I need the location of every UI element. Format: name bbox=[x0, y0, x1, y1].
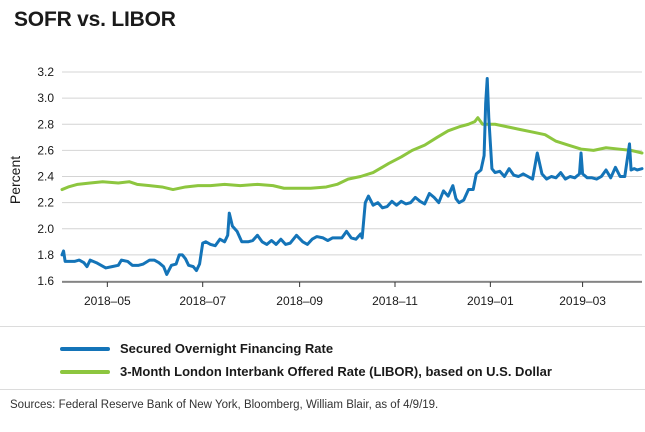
y-tick-label: 2.0 bbox=[37, 222, 54, 236]
libor-swatch bbox=[60, 369, 110, 374]
y-tick-label: 3.2 bbox=[37, 65, 54, 79]
x-tick-label: 2018–09 bbox=[276, 294, 323, 308]
y-tick-label: 1.6 bbox=[37, 274, 54, 288]
source-divider bbox=[0, 389, 645, 390]
libor-line bbox=[60, 116, 644, 192]
x-axis: 2018–05 2018–07 2018–09 2018–11 2019–01 2019–… bbox=[62, 281, 642, 308]
legend-item-libor: 3-Month London Interbank Offered Rate (L… bbox=[60, 360, 552, 383]
source-note: Sources: Federal Reserve Bank of New Yor… bbox=[10, 399, 439, 411]
x-tick-label: 2018–11 bbox=[372, 294, 418, 308]
x-tick-label: 2019–03 bbox=[559, 294, 606, 308]
y-axis-title: Percent bbox=[7, 156, 23, 204]
x-tick-label: 2018–05 bbox=[84, 294, 131, 308]
y-tick-label: 1.8 bbox=[37, 248, 54, 262]
y-tick-label: 2.6 bbox=[37, 143, 54, 157]
sofr-swatch bbox=[60, 346, 110, 351]
x-tick-label: 2019–01 bbox=[467, 294, 514, 308]
series-lines bbox=[60, 77, 644, 276]
legend-divider bbox=[0, 326, 645, 327]
y-tick-label: 3.0 bbox=[37, 91, 54, 105]
y-tick-label: 2.8 bbox=[37, 117, 54, 131]
y-axis: 1.6 1.8 2.0 2.2 2.4 2.6 2.8 3.0 3.2 bbox=[37, 65, 54, 288]
gridlines bbox=[62, 71, 642, 282]
legend-label-libor: 3-Month London Interbank Offered Rate (L… bbox=[120, 364, 552, 379]
y-tick-label: 2.4 bbox=[37, 170, 54, 184]
chart-plot: 2018–05 2018–07 2018–09 2018–11 2019–01 2019–… bbox=[7, 65, 644, 308]
sofr-line bbox=[60, 77, 644, 276]
legend-item-sofr: Secured Overnight Financing Rate bbox=[60, 337, 552, 360]
y-tick-label: 2.2 bbox=[37, 196, 54, 210]
legend-label-sofr: Secured Overnight Financing Rate bbox=[120, 341, 334, 356]
legend: Secured Overnight Financing Rate 3-Month… bbox=[60, 337, 552, 383]
x-tick-label: 2018–07 bbox=[179, 294, 226, 308]
chart-title: SOFR vs. LIBOR bbox=[14, 8, 176, 31]
